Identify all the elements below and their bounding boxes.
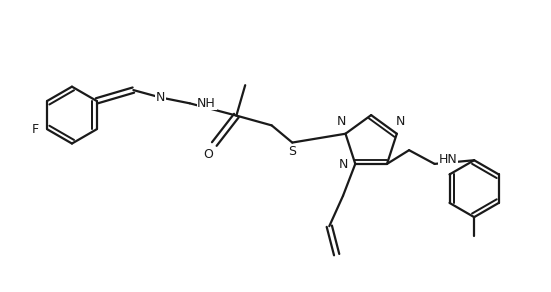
Text: S: S [288, 145, 296, 158]
Text: HN: HN [439, 154, 457, 166]
Text: N: N [338, 158, 348, 171]
Text: N: N [156, 91, 165, 104]
Text: F: F [31, 123, 39, 136]
Text: N: N [337, 115, 346, 128]
Text: NH: NH [197, 97, 216, 110]
Text: N: N [396, 115, 406, 128]
Text: O: O [203, 148, 213, 161]
